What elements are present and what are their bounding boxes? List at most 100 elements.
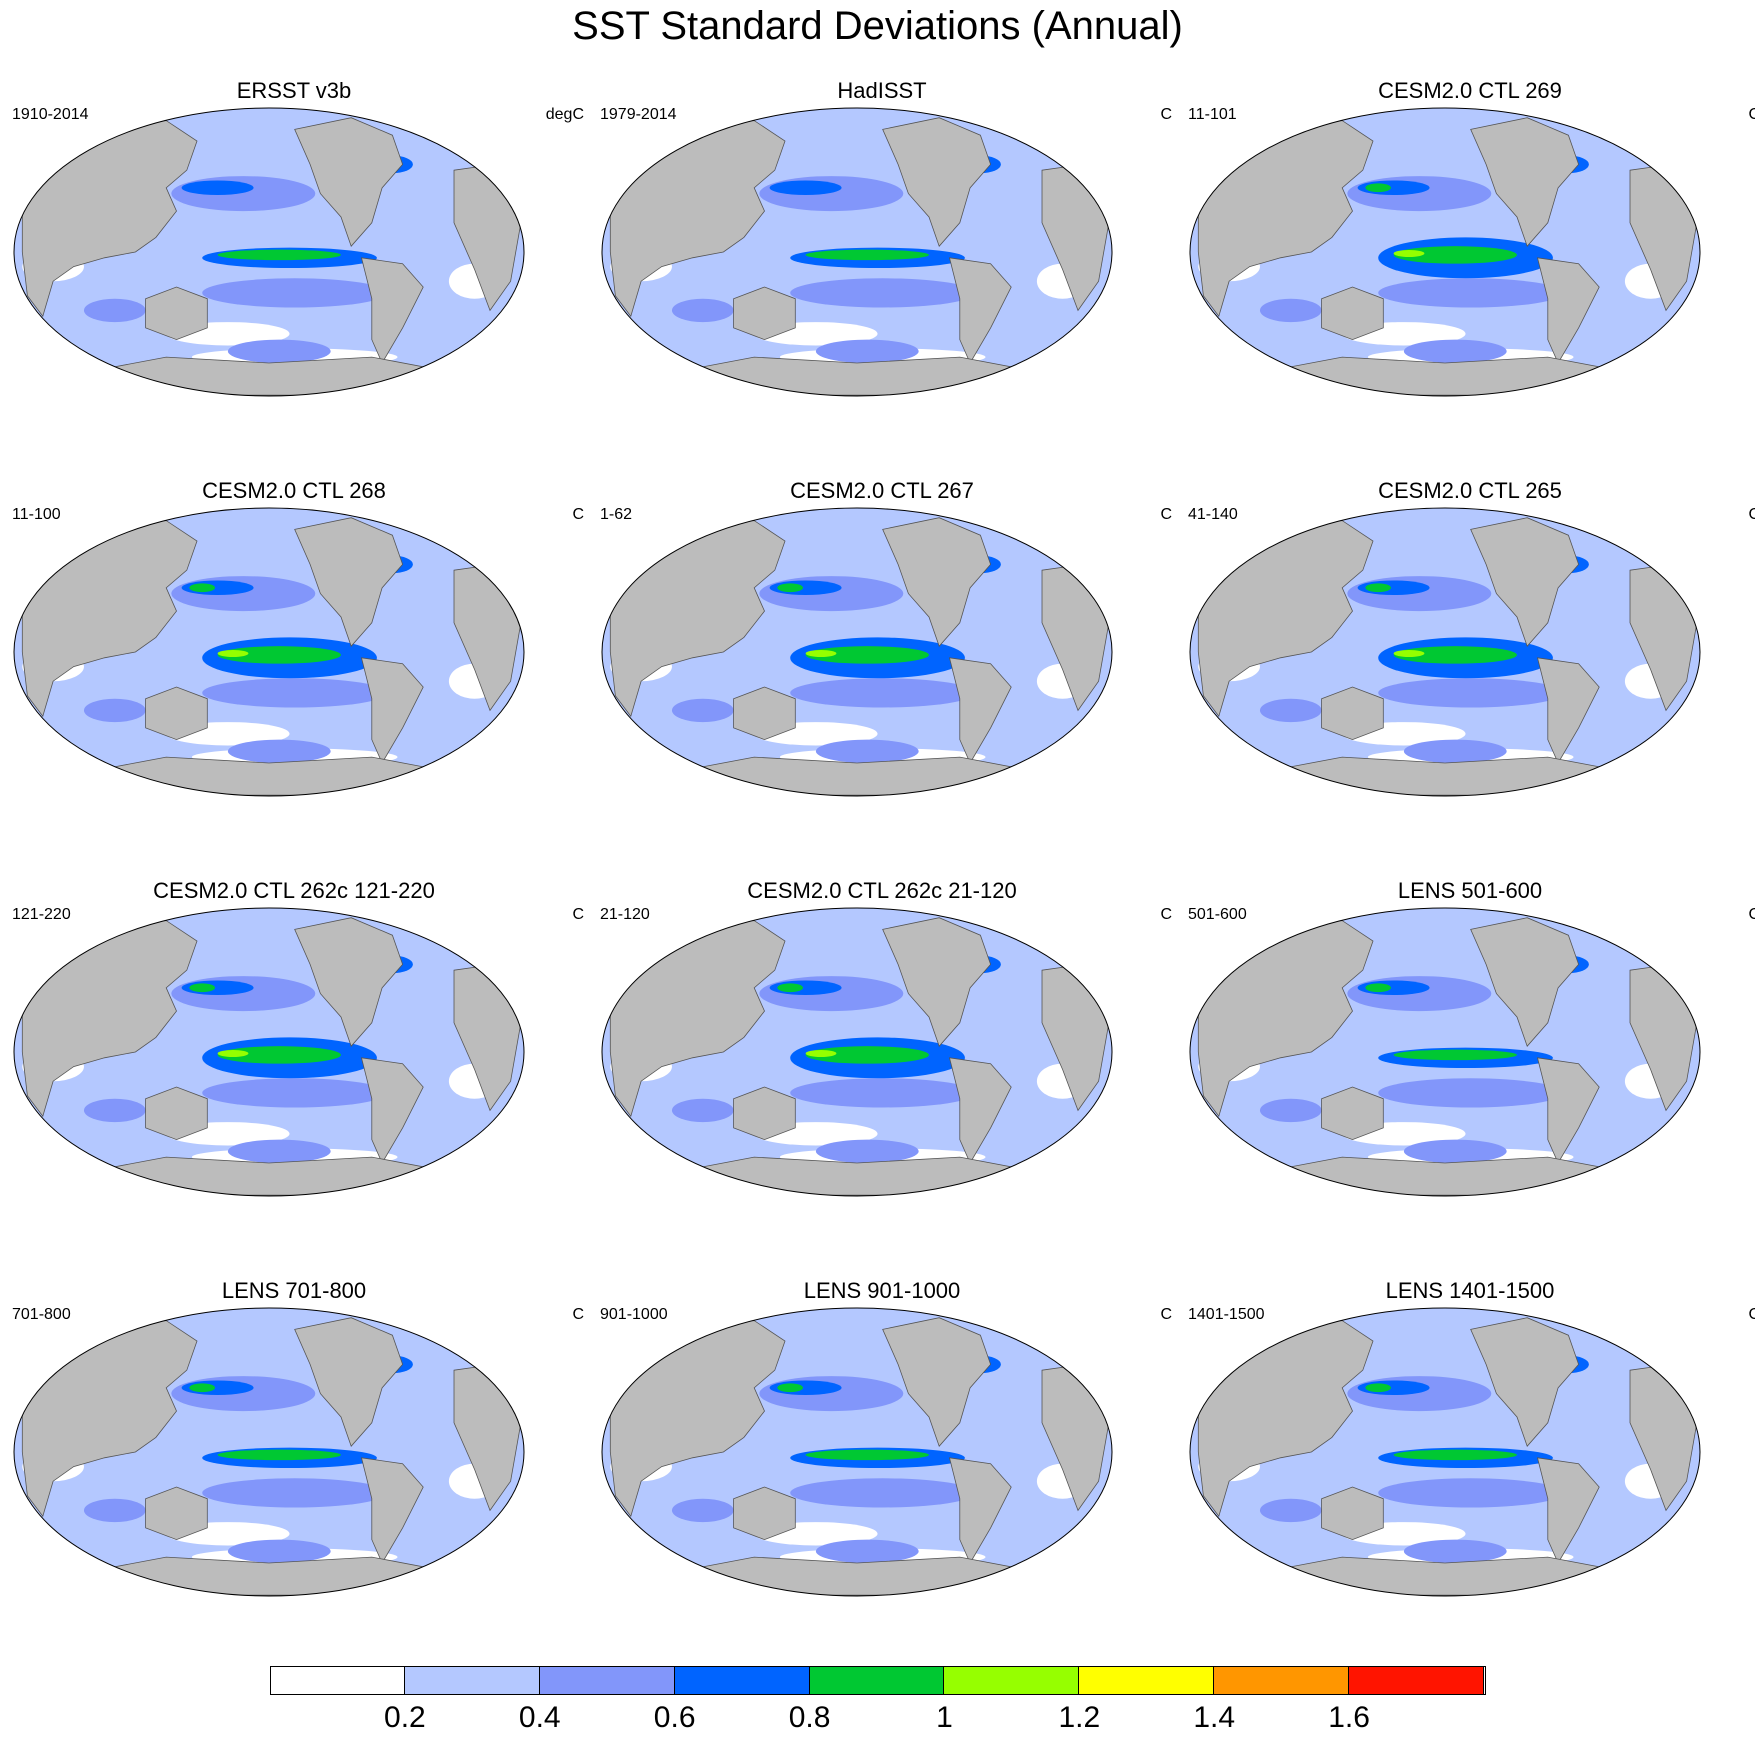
panel-units: C [1748, 906, 1755, 923]
land-namerica [882, 917, 992, 1047]
robinson-map [601, 507, 1113, 797]
panel-units: C [1748, 106, 1755, 123]
map-panel: HadISST 1979-2014 C [590, 78, 1174, 458]
colorbar-swatch [1214, 1666, 1350, 1694]
panel-units: C [1748, 1306, 1755, 1323]
land-namerica [294, 117, 404, 247]
page-title: SST Standard Deviations (Annual) [572, 4, 1183, 48]
panel-period: 901-1000 [600, 1306, 668, 1323]
panel-units: C [1160, 1306, 1172, 1323]
panel-title: ERSST v3b [236, 78, 352, 103]
panel-title: LENS 901-1000 [803, 1278, 961, 1303]
colorbar-tick-label: 0.4 [518, 1701, 561, 1734]
land-australia [145, 1086, 208, 1141]
map-panel: CESM2.0 CTL 262c 21-120 21-120 C [590, 878, 1174, 1258]
land-australia [1321, 1486, 1384, 1541]
land-samerica [360, 1457, 424, 1564]
colorbar-swatch [539, 1666, 675, 1694]
panel-title: CESM2.0 CTL 267 [790, 478, 974, 503]
panel-units: C [1748, 506, 1755, 523]
panel-title: CESM2.0 CTL 268 [202, 478, 386, 503]
land-australia [145, 286, 208, 341]
land-namerica [1470, 917, 1580, 1047]
colorbar-tick-label: 0.8 [788, 1701, 831, 1734]
colorbar [270, 1666, 1486, 1696]
robinson-map [1189, 507, 1701, 797]
land-samerica [360, 1057, 424, 1164]
colorbar-swatch [270, 1666, 405, 1694]
land-samerica [1536, 1057, 1600, 1164]
colorbar-swatch [674, 1666, 810, 1694]
panel-title: LENS 1401-1500 [1385, 1278, 1555, 1303]
panel-period: 701-800 [12, 1306, 71, 1323]
land-namerica [1470, 1317, 1580, 1447]
colorbar-tick-label: 1.6 [1328, 1701, 1370, 1734]
colorbar-swatch [809, 1666, 945, 1694]
panel-period: 1979-2014 [600, 106, 677, 123]
panel-period: 121-220 [12, 906, 71, 923]
colorbar-tick-label: 1 [936, 1701, 953, 1734]
land-namerica [294, 517, 404, 647]
colorbar-swatch [1079, 1666, 1215, 1694]
land-australia [733, 686, 796, 741]
colorbar-tick-label: 1.4 [1193, 1701, 1236, 1734]
map-panel: LENS 901-1000 901-1000 C [590, 1278, 1174, 1658]
map-panel: CESM2.0 CTL 269 11-101 C [1178, 78, 1755, 458]
map-panel: LENS 501-600 501-600 C [1178, 878, 1755, 1258]
panel-units: C [572, 1306, 584, 1323]
land-samerica [948, 1457, 1012, 1564]
colorbar-swatch [1349, 1666, 1484, 1694]
map-panel: LENS 701-800 701-800 C [2, 1278, 586, 1658]
robinson-map [601, 1307, 1113, 1597]
robinson-map [601, 907, 1113, 1197]
land-samerica [1536, 1457, 1600, 1564]
panel-title: CESM2.0 CTL 269 [1378, 78, 1562, 103]
land-samerica [360, 657, 424, 764]
land-australia [1321, 286, 1384, 341]
land-samerica [360, 257, 424, 364]
land-namerica [882, 1317, 992, 1447]
colorbar-swatch [944, 1666, 1080, 1694]
panel-period: 1-62 [600, 506, 633, 523]
panel-period: 501-600 [1188, 906, 1247, 923]
robinson-map [13, 107, 525, 397]
land-samerica [1536, 657, 1600, 764]
panel-units: C [572, 506, 584, 523]
land-namerica [882, 117, 992, 247]
land-australia [145, 686, 208, 741]
panel-title: LENS 701-800 [221, 1278, 367, 1303]
robinson-map [13, 907, 525, 1197]
robinson-map [1189, 107, 1701, 397]
robinson-map [13, 1307, 525, 1597]
panel-period: 21-120 [600, 906, 650, 923]
panel-period: 11-101 [1188, 106, 1237, 123]
robinson-map [1189, 1307, 1701, 1597]
panel-period: 11-100 [12, 506, 61, 523]
panel-units: C [1160, 506, 1172, 523]
map-panel: CESM2.0 CTL 268 11-100 C [2, 478, 586, 858]
land-australia [733, 1086, 796, 1141]
land-namerica [294, 917, 404, 1047]
colorbar-tick-label: 1.2 [1058, 1701, 1101, 1734]
land-samerica [1536, 257, 1600, 364]
robinson-map [13, 507, 525, 797]
land-australia [145, 1486, 208, 1541]
panel-period: 41-140 [1188, 506, 1238, 523]
robinson-map [1189, 907, 1701, 1197]
colorbar-tick-label: 0.2 [384, 1701, 426, 1734]
land-namerica [882, 517, 992, 647]
map-panel: ERSST v3b 1910-2014 degC [2, 78, 586, 458]
land-namerica [1470, 517, 1580, 647]
land-australia [1321, 686, 1384, 741]
panel-units: C [1160, 106, 1172, 123]
land-australia [733, 286, 796, 341]
panel-title: CESM2.0 CTL 262c 121-220 [153, 878, 435, 903]
panel-units: degC [545, 106, 584, 123]
panel-period: 1401-1500 [1188, 1306, 1265, 1323]
panel-title: CESM2.0 CTL 262c 21-120 [747, 878, 1017, 903]
colorbar-swatch [404, 1666, 540, 1694]
colorbar-tick-label: 0.6 [653, 1701, 696, 1734]
land-namerica [294, 1317, 404, 1447]
map-panel: CESM2.0 CTL 265 41-140 C [1178, 478, 1755, 858]
map-panel: CESM2.0 CTL 267 1-62 C [590, 478, 1174, 858]
